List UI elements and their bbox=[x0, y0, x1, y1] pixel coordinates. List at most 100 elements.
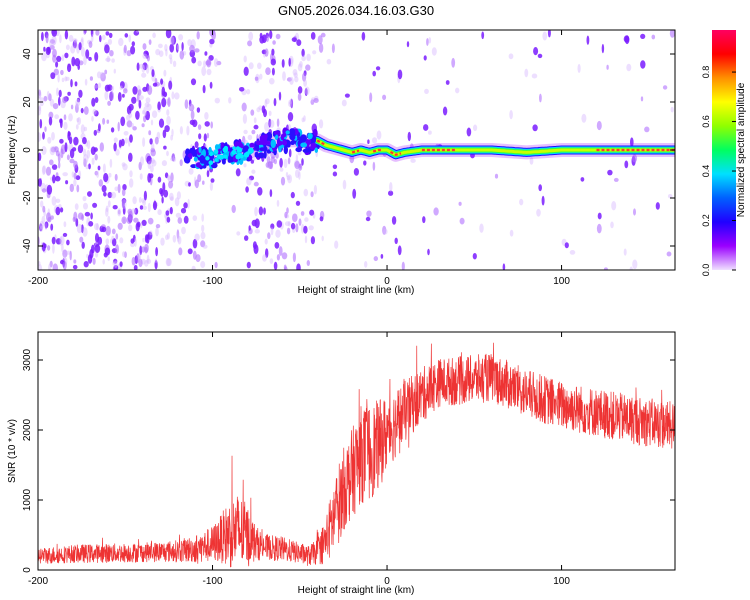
track-blob bbox=[257, 152, 265, 159]
noise-blob bbox=[88, 56, 92, 61]
noise-blob bbox=[130, 242, 135, 248]
noise-blob bbox=[596, 120, 602, 131]
noise-blob bbox=[145, 97, 151, 104]
noise-blob bbox=[38, 132, 42, 142]
noise-blob bbox=[163, 189, 169, 198]
noise-blob bbox=[114, 186, 119, 192]
noise-blob bbox=[75, 103, 79, 114]
noise-blob bbox=[376, 130, 382, 140]
noise-blob bbox=[111, 228, 116, 235]
noise-blob bbox=[669, 30, 675, 38]
noise-blob bbox=[372, 161, 376, 171]
noise-blob bbox=[250, 109, 255, 116]
noise-blob bbox=[269, 30, 273, 39]
noise-blob bbox=[109, 90, 114, 101]
noise-blob bbox=[73, 172, 77, 180]
noise-blob bbox=[166, 258, 172, 267]
chart-title: GN05.2026.034.16.03.G30 bbox=[278, 3, 434, 18]
noise-blob bbox=[107, 215, 111, 224]
noise-blob bbox=[84, 78, 88, 86]
noise-blob bbox=[112, 205, 118, 210]
noise-blob bbox=[133, 217, 139, 223]
noise-blob bbox=[165, 210, 170, 216]
noise-blob bbox=[268, 118, 272, 128]
track-blob bbox=[248, 155, 253, 161]
track-blob bbox=[289, 128, 296, 137]
x-tick-label: -200 bbox=[28, 276, 48, 287]
noise-blob bbox=[143, 190, 147, 201]
noise-blob bbox=[331, 43, 335, 54]
noise-blob bbox=[283, 264, 287, 270]
noise-blob bbox=[606, 64, 609, 70]
noise-blob bbox=[310, 99, 315, 105]
noise-blob bbox=[92, 257, 96, 265]
noise-blob bbox=[174, 92, 180, 100]
noise-blob bbox=[531, 73, 538, 79]
track-blob-cyan bbox=[208, 160, 214, 165]
noise-blob bbox=[105, 57, 111, 62]
noise-blob bbox=[62, 96, 68, 104]
noise-blob bbox=[42, 131, 45, 140]
noise-blob bbox=[283, 158, 288, 169]
noise-blob bbox=[107, 200, 111, 208]
colorbar-ticks: 0.0 0.2 0.4 0.6 0.8 bbox=[701, 66, 736, 276]
track-blob bbox=[285, 130, 290, 135]
noise-blob bbox=[55, 61, 59, 68]
noise-blob bbox=[247, 40, 253, 47]
noise-blob bbox=[209, 181, 213, 191]
noise-blob bbox=[189, 44, 195, 53]
noise-blob bbox=[383, 228, 388, 235]
noise-blob bbox=[394, 237, 398, 244]
noise-blob bbox=[166, 150, 169, 157]
noise-blob bbox=[165, 257, 171, 267]
noise-blob bbox=[295, 169, 300, 179]
noise-blob bbox=[183, 215, 189, 224]
noise-blob bbox=[158, 118, 165, 128]
noise-blob bbox=[138, 252, 142, 262]
noise-blob bbox=[286, 77, 292, 82]
noise-blob bbox=[142, 110, 145, 115]
noise-blob bbox=[270, 223, 275, 230]
noise-blob bbox=[248, 31, 254, 41]
noise-blob bbox=[303, 225, 308, 234]
noise-blob bbox=[165, 48, 168, 57]
noise-blob bbox=[178, 247, 183, 256]
noise-blob bbox=[214, 261, 218, 269]
noise-blob bbox=[56, 55, 62, 63]
noise-blob bbox=[265, 162, 270, 168]
noise-blob bbox=[257, 62, 262, 70]
noise-blob bbox=[397, 245, 402, 256]
noise-blob bbox=[151, 159, 157, 167]
noise-blob bbox=[49, 260, 53, 268]
noise-blob bbox=[74, 58, 81, 67]
noise-blob bbox=[170, 157, 176, 162]
colorbar-tick-label: 0.2 bbox=[701, 214, 711, 227]
noise-blob bbox=[81, 37, 84, 43]
noise-blob bbox=[53, 68, 59, 76]
noise-blob bbox=[48, 116, 53, 126]
noise-blob bbox=[167, 175, 171, 181]
y-tick-label: -40 bbox=[22, 238, 33, 253]
noise-blob bbox=[126, 114, 131, 121]
noise-blob bbox=[532, 124, 538, 132]
noise-blob bbox=[200, 240, 206, 248]
noise-blob bbox=[397, 69, 403, 80]
noise-blob bbox=[73, 259, 77, 264]
noise-blob bbox=[39, 118, 43, 129]
noise-blob bbox=[172, 60, 177, 67]
noise-blob bbox=[172, 234, 177, 243]
noise-blob bbox=[203, 133, 207, 142]
snr-frame bbox=[37, 331, 676, 571]
noise-blob bbox=[281, 252, 288, 260]
noise-blob bbox=[51, 236, 56, 245]
noise-blob bbox=[569, 250, 576, 255]
noise-blob bbox=[147, 85, 153, 96]
noise-blob bbox=[146, 254, 150, 264]
noise-blob bbox=[547, 30, 551, 38]
noise-blob bbox=[428, 130, 432, 135]
noise-blob bbox=[104, 69, 108, 75]
noise-blob bbox=[519, 198, 524, 206]
noise-blob bbox=[655, 202, 660, 210]
noise-blob bbox=[149, 138, 153, 145]
noise-blob bbox=[128, 224, 133, 232]
